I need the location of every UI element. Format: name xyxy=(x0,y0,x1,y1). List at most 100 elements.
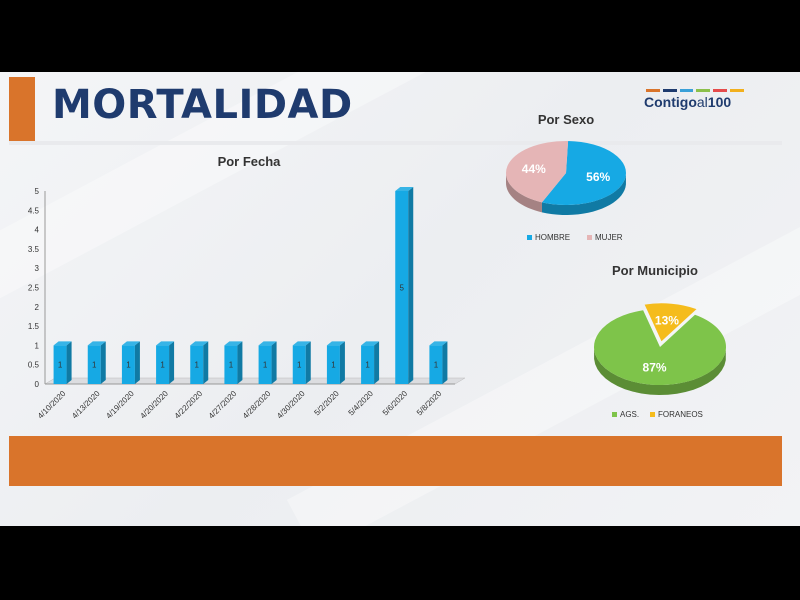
x-tick-label: 4/27/2020 xyxy=(207,389,239,421)
legend-swatch xyxy=(612,412,617,417)
bar-top xyxy=(53,341,72,346)
bar xyxy=(121,345,135,384)
bar-data-label: 1 xyxy=(229,361,234,370)
legend-label: AGS. xyxy=(620,410,639,419)
y-tick-label: 2 xyxy=(35,303,40,312)
bar-data-label: 1 xyxy=(92,361,97,370)
pie-data-label: 87% xyxy=(643,361,667,375)
bar-side xyxy=(66,341,72,384)
bar-top xyxy=(258,341,277,346)
bar xyxy=(258,345,272,384)
legend-label: MUJER xyxy=(595,233,623,242)
x-tick-label: 5/4/2020 xyxy=(347,389,376,418)
x-tick-label: 4/30/2020 xyxy=(275,389,307,421)
pie-slice xyxy=(506,141,569,203)
pie-slice xyxy=(541,141,626,205)
bar-data-label: 1 xyxy=(263,361,268,370)
bar-data-label: 1 xyxy=(126,361,131,370)
bar xyxy=(326,345,340,384)
pie-data-label: 13% xyxy=(655,314,679,328)
x-tick-label: 4/10/2020 xyxy=(36,389,68,421)
bar-top xyxy=(429,341,448,346)
bar xyxy=(224,345,238,384)
bar xyxy=(53,345,67,384)
bar xyxy=(395,191,409,384)
y-tick-label: 2.5 xyxy=(28,284,40,293)
y-tick-label: 0.5 xyxy=(28,361,40,370)
bar-side xyxy=(374,341,380,384)
accent-bar xyxy=(9,77,35,141)
pie-data-label: 56% xyxy=(586,170,610,184)
footer-bar xyxy=(9,436,782,486)
logo-text: Contigoal100 xyxy=(644,94,744,110)
bar-top xyxy=(361,341,380,346)
bar-side xyxy=(271,341,277,384)
legend-label: HOMBRE xyxy=(535,233,570,242)
bar xyxy=(156,345,170,384)
logo-color-dashes xyxy=(646,89,744,92)
y-tick-label: 3 xyxy=(35,264,40,273)
charts-canvas: Por Fecha 0 0.5 1 1.5 2 2.5 3 3.5 4 4.5 5 1 4/10/2020… xyxy=(28,112,727,421)
pie-slice xyxy=(644,303,697,342)
bar-data-label: 1 xyxy=(160,361,165,370)
logo-text-number: 100 xyxy=(707,94,732,110)
pie-data-label: 44% xyxy=(522,162,546,176)
x-tick-label: 4/20/2020 xyxy=(138,389,170,421)
y-tick-label: 1 xyxy=(35,341,40,350)
legend-swatch xyxy=(650,412,655,417)
bar-side xyxy=(100,341,106,384)
slide: MORTALIDAD Contigoal100 Por Fecha 0 0.5 1 1.… xyxy=(0,72,800,526)
bar-chart-title: Por Fecha xyxy=(218,154,282,169)
logo-dash xyxy=(662,89,677,92)
x-tick-label: 4/28/2020 xyxy=(241,389,273,421)
bar-top xyxy=(326,341,345,346)
bar-top xyxy=(224,341,243,346)
bar-side xyxy=(305,341,311,384)
bar-side xyxy=(169,341,175,384)
x-tick-label: 4/13/2020 xyxy=(70,389,102,421)
bar xyxy=(429,345,443,384)
bar-top xyxy=(121,341,140,346)
logo-dash xyxy=(646,89,660,92)
y-tick-label: 5 xyxy=(35,187,40,196)
bar-top xyxy=(87,341,106,346)
municipio-chart-title: Por Municipio xyxy=(612,263,698,278)
logo: Contigoal100 xyxy=(644,89,744,119)
y-tick-label: 1.5 xyxy=(28,322,40,331)
bar xyxy=(361,345,375,384)
bar-data-label: 1 xyxy=(365,361,370,370)
y-tick-label: 4 xyxy=(35,226,40,235)
x-tick-label: 4/19/2020 xyxy=(104,389,136,421)
pie-slice-side xyxy=(594,349,726,395)
logo-dash xyxy=(730,89,744,92)
pie-slice-side xyxy=(541,171,626,215)
bar-side xyxy=(442,341,448,384)
header-divider xyxy=(9,141,782,145)
bar-side xyxy=(203,341,209,384)
logo-text-al: al xyxy=(696,94,708,110)
bar-data-label: 1 xyxy=(195,361,200,370)
y-tick-label: 0 xyxy=(35,380,40,389)
bar-top xyxy=(190,341,209,346)
bar-top xyxy=(395,187,414,191)
bar-top xyxy=(292,341,311,346)
y-tick-label: 4.5 xyxy=(28,206,40,215)
bar-data-label: 1 xyxy=(434,361,439,370)
legend-swatch xyxy=(527,235,532,240)
x-tick-label: 5/6/2020 xyxy=(381,389,410,418)
bar-data-label: 1 xyxy=(297,361,302,370)
logo-dash xyxy=(679,89,694,92)
x-tick-label: 5/2/2020 xyxy=(312,389,341,418)
bar-side xyxy=(339,341,345,384)
bar xyxy=(292,345,306,384)
legend-swatch xyxy=(587,235,592,240)
bar-data-label: 5 xyxy=(400,284,405,293)
pie-slice-side xyxy=(506,172,542,213)
bar-side xyxy=(237,341,243,384)
bar-top xyxy=(156,341,175,346)
bar-side xyxy=(134,341,140,384)
logo-text-main: Contigo xyxy=(644,94,697,110)
bar-data-label: 1 xyxy=(331,361,336,370)
page-title: MORTALIDAD xyxy=(52,82,353,128)
sexo-chart-title: Por Sexo xyxy=(538,112,594,127)
